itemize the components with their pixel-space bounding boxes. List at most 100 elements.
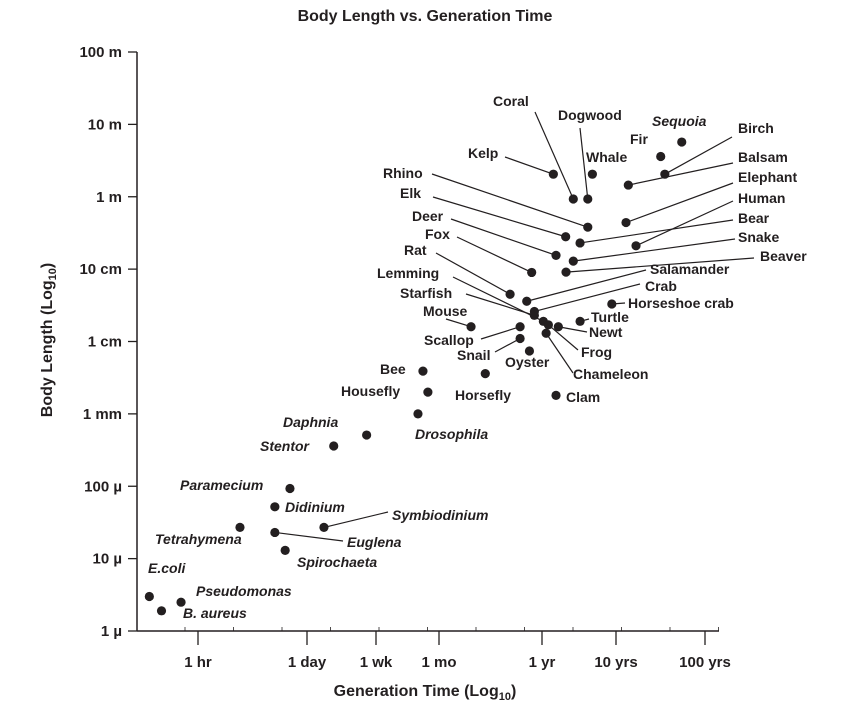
leader-line-crab <box>534 283 641 313</box>
data-point-b-aureus <box>156 606 167 616</box>
point-label-frog: Frog <box>581 344 612 360</box>
point-label-symbiodinium: Symbiodinium <box>392 507 488 523</box>
point-label-spirochaeta: Spirochaeta <box>297 554 377 570</box>
leader-line-coral <box>534 111 574 200</box>
data-point-horsefly <box>480 369 490 379</box>
data-point-deer <box>551 250 561 260</box>
point-label-stentor: Stentor <box>260 438 311 454</box>
point-label-didinium: Didinium <box>285 499 345 515</box>
x-axis-title-main: Generation Time (Log <box>334 683 499 700</box>
point-label-scallop: Scallop <box>424 332 474 348</box>
x-axis-title-close: ) <box>511 683 516 700</box>
x-tick-label: 1 mo <box>421 654 456 671</box>
y-axis-title: Body Length (Log10) <box>39 263 59 417</box>
point-label-horseshoe-crab: Horseshoe crab <box>628 295 734 311</box>
data-point-clam <box>551 390 561 400</box>
point-label-whale: Whale <box>586 149 627 165</box>
y-tick-label: 10 µ <box>93 551 123 568</box>
point-label-pseudomonas: Pseudomonas <box>196 583 292 599</box>
data-point-housefly <box>423 387 433 397</box>
x-axis-title-sub: 10 <box>499 691 511 703</box>
point-label-snake: Snake <box>738 229 779 245</box>
x-tick-label: 1 yr <box>529 654 556 671</box>
data-point-elephant <box>621 217 631 228</box>
y-tick-label: 1 mm <box>83 406 122 423</box>
leader-line-human <box>635 200 734 247</box>
point-label-clam: Clam <box>566 389 600 405</box>
leader-line-snail <box>494 337 521 353</box>
point-label-daphnia: Daphnia <box>283 414 338 430</box>
point-label-elephant: Elephant <box>738 169 797 185</box>
y-tick-label: 10 cm <box>79 261 122 278</box>
y-tick-label: 1 m <box>96 189 122 206</box>
data-point-sequoia <box>677 137 687 147</box>
data-point-fox <box>527 267 537 278</box>
leader-line-newt <box>558 326 588 333</box>
data-point-frog <box>543 320 553 330</box>
point-label-crab: Crab <box>645 278 677 294</box>
point-label-housefly: Housefly <box>341 383 400 399</box>
data-point-whale <box>587 169 597 179</box>
leader-line-fox <box>456 236 532 273</box>
data-point-rat <box>505 289 515 299</box>
data-point-chameleon <box>541 328 551 338</box>
data-point-coral <box>568 194 578 204</box>
point-label-snail: Snail <box>457 347 490 363</box>
data-point-snake <box>568 256 578 266</box>
y-axis-title-close: ) <box>39 263 56 268</box>
y-tick-label: 1 µ <box>101 623 122 640</box>
data-point-dogwood <box>583 194 593 204</box>
data-point-paramecium <box>285 483 295 494</box>
leader-line-deer <box>450 218 557 256</box>
point-label-kelp: Kelp <box>468 145 498 161</box>
leader-line-salamander <box>526 269 647 302</box>
point-label-fir: Fir <box>630 131 648 147</box>
point-label-horsefly: Horsefly <box>455 387 511 403</box>
data-point-starfish <box>529 310 539 320</box>
leader-line-snake <box>573 238 736 262</box>
point-label-starfish: Starfish <box>400 285 452 301</box>
point-label-birch: Birch <box>738 120 774 136</box>
point-label-fox: Fox <box>425 226 450 242</box>
y-tick-label: 10 m <box>88 116 122 133</box>
x-tick-label: 10 yrs <box>594 654 637 671</box>
data-point-pseudomonas <box>176 597 186 607</box>
leader-line-scallop <box>480 326 521 340</box>
data-point-didinium <box>270 502 280 512</box>
point-label-coral: Coral <box>493 93 529 109</box>
point-label-beaver: Beaver <box>760 248 807 264</box>
data-point-human <box>631 241 641 251</box>
data-point-mouse <box>466 322 476 332</box>
point-label-chameleon: Chameleon <box>573 366 648 382</box>
data-point-salamander <box>522 296 532 306</box>
data-point-stentor <box>329 441 339 451</box>
data-point-bee <box>418 366 428 376</box>
leader-line-birch <box>664 136 733 175</box>
x-tick-label: 1 wk <box>360 654 393 671</box>
data-point-drosophila <box>413 409 423 419</box>
data-point-oyster <box>524 346 535 356</box>
data-point-snail <box>515 333 525 344</box>
x-axis-title: Generation Time (Log10) <box>334 683 517 703</box>
point-label-bee: Bee <box>380 361 406 377</box>
data-point-birch <box>660 169 670 179</box>
point-label-balsam: Balsam <box>738 149 788 165</box>
point-label-sequoia: Sequoia <box>652 113 707 129</box>
y-axis-title-main: Body Length (Log <box>39 280 56 417</box>
leader-line-bear <box>579 219 734 244</box>
x-tick-label: 100 yrs <box>679 654 731 671</box>
point-label-lemming: Lemming <box>377 265 439 281</box>
data-point-euglena <box>270 527 280 538</box>
chart-title: Body Length vs. Generation Time <box>298 8 553 25</box>
point-label-paramecium: Paramecium <box>180 477 263 493</box>
y-tick-label: 1 cm <box>88 334 122 351</box>
point-label-mouse: Mouse <box>423 303 468 319</box>
point-label-oyster: Oyster <box>505 354 550 370</box>
point-label-turtle: Turtle <box>591 309 629 325</box>
point-label-b-aureus: B. aureus <box>183 605 247 621</box>
data-point-horseshoe-crab <box>607 299 617 309</box>
data-point-symbiodinium <box>319 522 329 533</box>
data-point-bear <box>575 238 585 248</box>
point-label-rat: Rat <box>404 242 427 258</box>
